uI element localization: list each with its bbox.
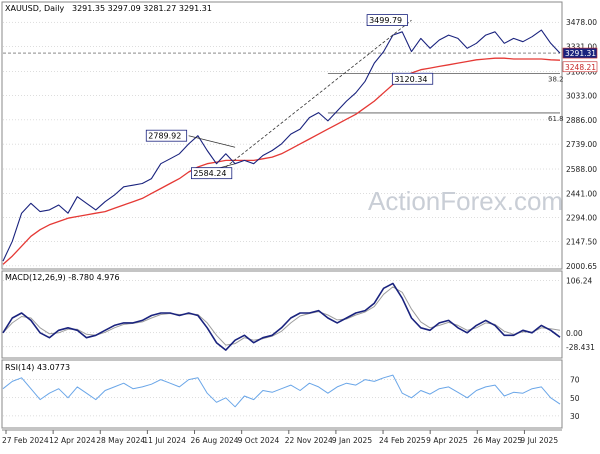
symbol-label: XAUUSD, Daily: [5, 4, 64, 13]
watermark: ActionForex.com: [368, 186, 563, 216]
macd-line: [2, 282, 561, 351]
rsi-y-tick-label: 70: [570, 376, 580, 385]
x-tick-label: 12 Apr 2024: [49, 436, 96, 445]
moving-average-line: [2, 57, 561, 265]
price-y-tick-label: 2739.00: [566, 140, 597, 149]
trend-line: [225, 19, 412, 168]
annotation-box: [145, 129, 188, 142]
price-line: [2, 29, 561, 262]
price-y-tick-label: 2588.00: [566, 165, 597, 174]
annotation-label: 3120.34: [394, 75, 427, 84]
annotation-label: 2584.24: [193, 169, 226, 178]
triangle-upper-line: [188, 135, 236, 148]
macd-layer: [2, 282, 561, 351]
x-tick-label: 22 Nov 2024: [285, 436, 333, 445]
axis-layer: 3478.003331.003180.003033.002886.002739.…: [2, 18, 598, 445]
price-y-tick-label: 3478.00: [566, 18, 597, 27]
x-tick-label: 27 Feb 2024: [2, 436, 49, 445]
fib-level-label: 61.8: [548, 115, 564, 123]
annotation-label: 3499.79: [369, 16, 402, 25]
x-tick-label: 9 Jul 2025: [520, 436, 558, 445]
macd-signal-line: [2, 286, 561, 346]
price-y-tick-label: 2886.00: [566, 116, 597, 125]
x-tick-label: 26 Aug 2024: [191, 436, 239, 445]
macd-panel-frame: [1, 270, 563, 359]
price-y-tick-label: 2000.65: [566, 262, 597, 271]
price-y-tick-label: 3033.00: [566, 92, 597, 101]
x-tick-label: 11 Jul 2024: [143, 436, 186, 445]
macd-y-tick-label: -28.431: [566, 343, 595, 352]
annotation-box: [391, 72, 434, 85]
fib-layer: 38.2 61.8: [3, 52, 564, 123]
x-tick-label: 28 May 2024: [96, 436, 145, 445]
annotation-box: [366, 14, 408, 26]
x-tick-label: 26 May 2025: [473, 436, 522, 445]
price-layer: [2, 19, 561, 265]
rsi-y-tick-label: 30: [570, 412, 580, 421]
last-value-label: 3291.31: [565, 49, 596, 58]
price-y-tick-label: 2294.00: [566, 214, 597, 223]
x-tick-label: 9 Apr 2025: [426, 436, 468, 445]
grid-layer: [3, 21, 560, 417]
rsi-line: [2, 374, 561, 408]
rsi-y-tick-label: 50: [570, 394, 580, 403]
x-tick-label: 24 Feb 2025: [379, 436, 426, 445]
x-tick-label: 9 Jan 2025: [332, 436, 372, 445]
ohlc-label: 3291.35 3297.09 3281.27 3291.31: [72, 4, 212, 13]
annotation-layer: 3499.79 3120.34 2789.92 2584.24: [145, 14, 434, 180]
annotation-box: [190, 167, 233, 180]
price-y-tick-label: 3331.00: [566, 42, 597, 51]
price-panel-frame: [1, 1, 563, 270]
last-value-tag: [562, 47, 598, 59]
price-y-tick-label: 2147.50: [566, 238, 597, 247]
annotation-label: 2789.92: [148, 132, 181, 141]
fib-level-label: 38.2: [548, 75, 564, 83]
macd-y-tick-label: 106.24: [566, 276, 592, 285]
price-y-tick-label: 2441.00: [566, 189, 597, 198]
rsi-panel-frame: [1, 359, 563, 429]
rsi-layer: [2, 374, 561, 408]
last-value-label: 3248.21: [565, 63, 596, 72]
macd-title: MACD(12,26,9) -8.780 4.976: [5, 273, 120, 282]
macd-y-tick-label: 0.00: [566, 329, 583, 338]
last-value-tag: [562, 61, 598, 73]
rsi-title: RSI(14) 43.0773: [5, 363, 70, 372]
price-header: XAUUSD, Daily 3291.35 3297.09 3281.27 32…: [5, 4, 212, 13]
x-tick-label: 9 Oct 2024: [238, 436, 280, 445]
